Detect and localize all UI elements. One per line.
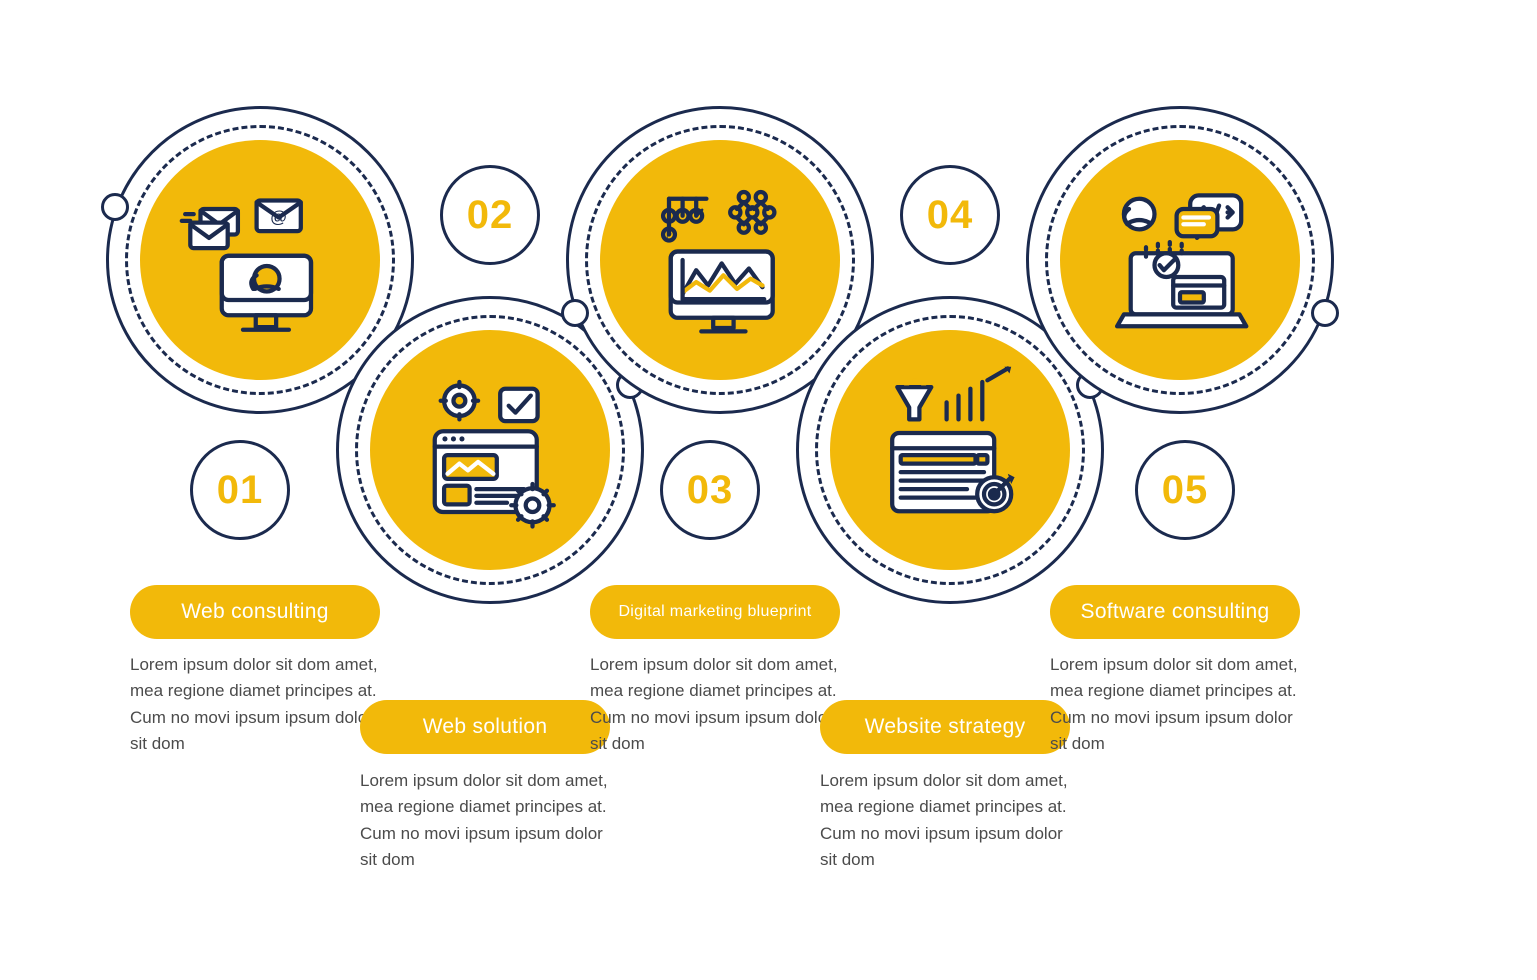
step-body: Lorem ipsum dolor sit dom amet, mea regi…: [130, 652, 380, 757]
step-icon-holder: [830, 330, 1070, 570]
laptop-code-icon: [1095, 175, 1265, 345]
step-number-badge: 04: [900, 165, 1000, 265]
step-number-badge: 02: [440, 165, 540, 265]
step-number-badge: 05: [1135, 440, 1235, 540]
step-number: 02: [467, 193, 514, 238]
step-icon-holder: P: [600, 140, 840, 380]
step-title-pill: Website strategy: [820, 700, 1070, 754]
step-number: 03: [687, 468, 734, 513]
step-number: 04: [927, 193, 974, 238]
svg-text:@: @: [270, 208, 287, 227]
step-inner-disc: [1060, 140, 1300, 380]
step-title: Web consulting: [181, 600, 328, 624]
step-title: Digital marketing blueprint: [618, 603, 811, 621]
step-number-badge: 03: [660, 440, 760, 540]
step-inner-disc: [370, 330, 610, 570]
step-body: Lorem ipsum dolor sit dom amet, mea regi…: [360, 768, 610, 873]
step-number: 01: [217, 468, 264, 513]
step-title-pill: Software consulting: [1050, 585, 1300, 639]
step-number-badge: 01: [190, 440, 290, 540]
svg-text:P: P: [666, 230, 672, 240]
step-body: Lorem ipsum dolor sit dom amet, mea regi…: [1050, 652, 1300, 757]
step-body: Lorem ipsum dolor sit dom amet, mea regi…: [590, 652, 840, 757]
step-number: 05: [1162, 468, 1209, 513]
ring-bead: [1311, 299, 1339, 327]
step-icon-holder: [1060, 140, 1300, 380]
step-inner-disc: @: [140, 140, 380, 380]
step-title: Web solution: [423, 715, 548, 739]
ring-bead: [561, 299, 589, 327]
step-title-pill: Web solution: [360, 700, 610, 754]
step-title: Software consulting: [1081, 600, 1270, 624]
step-icon-holder: @: [140, 140, 380, 380]
step-inner-disc: [830, 330, 1070, 570]
step-title: Website strategy: [865, 715, 1026, 739]
email-desktop-icon: @: [175, 175, 345, 345]
step-body: Lorem ipsum dolor sit dom amet, mea regi…: [820, 768, 1070, 873]
step-title-pill: Web consulting: [130, 585, 380, 639]
step-title-pill: Digital marketing blueprint: [590, 585, 840, 639]
web-gear-icon: [405, 365, 575, 535]
step-icon-holder: [370, 330, 610, 570]
infographic-stage: @ 01 Web consulting Lorem ipsum dolor sit …: [0, 0, 1537, 980]
step-inner-disc: P: [600, 140, 840, 380]
analytics-desktop-icon: P: [635, 175, 805, 345]
funnel-target-icon: [865, 365, 1035, 535]
